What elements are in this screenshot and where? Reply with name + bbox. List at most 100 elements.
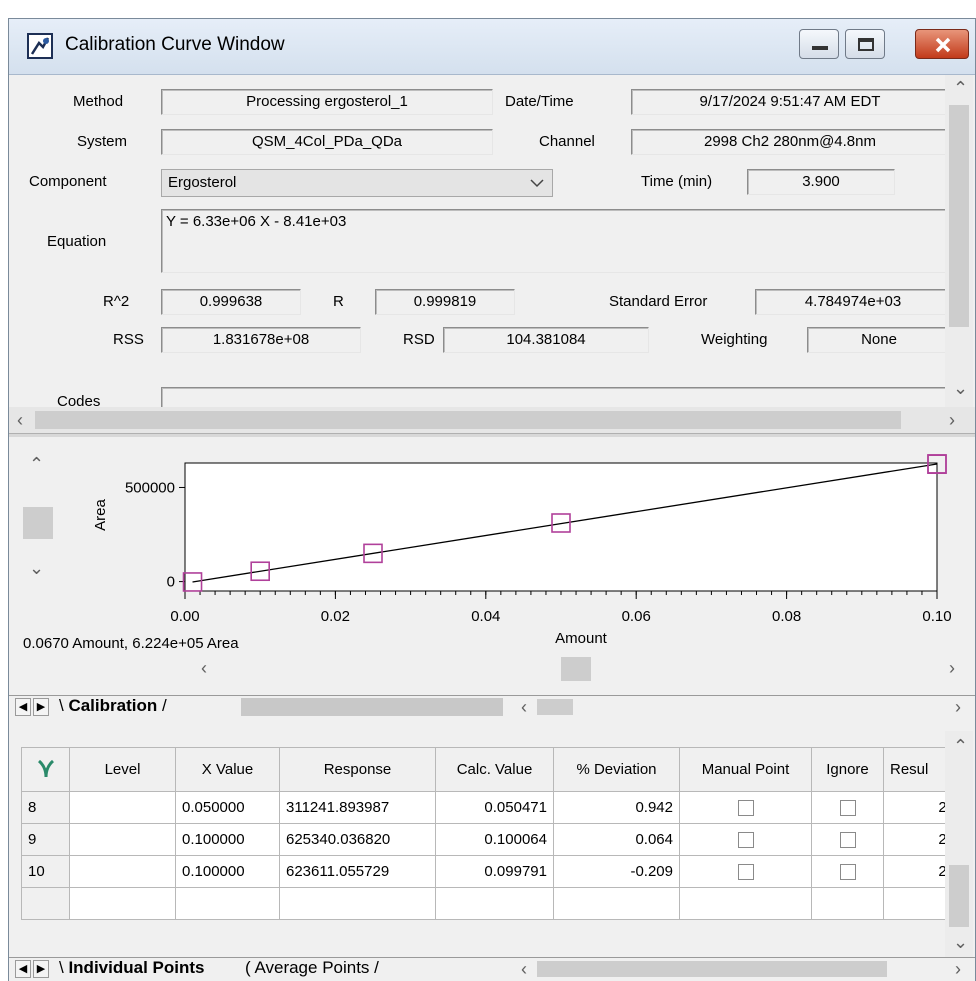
cell-empty[interactable] [553, 887, 680, 920]
bottom-tab-scroll-right-icon[interactable]: › [955, 959, 961, 979]
bottom-tab-prev-button[interactable]: ◀ [15, 960, 31, 978]
chart-scroll-right-icon[interactable]: › [949, 658, 955, 678]
chart-scroll-up-icon[interactable]: ⌃ [29, 454, 45, 474]
scroll-down-icon[interactable]: ⌄ [953, 378, 969, 398]
tab-calibration[interactable]: \ Calibration / [59, 696, 167, 715]
col-manual-point[interactable]: Manual Point [679, 747, 812, 792]
y-tick-label: 0 [167, 574, 175, 591]
data-point [182, 572, 203, 592]
ignore-checkbox[interactable] [839, 800, 856, 817]
close-button[interactable] [915, 29, 969, 59]
minimize-button[interactable] [799, 29, 839, 59]
cell-empty[interactable] [679, 887, 812, 920]
rss-field[interactable]: 1.831678e+08 [161, 327, 361, 353]
cell-level[interactable] [69, 823, 176, 856]
chart-scroll-down-icon[interactable]: ⌄ [29, 558, 45, 578]
cell-calc-value[interactable]: 0.099791 [435, 855, 554, 888]
cell-x-value[interactable]: 0.100000 [175, 823, 280, 856]
cell-empty[interactable] [279, 887, 436, 920]
method-field[interactable]: Processing ergosterol_1 [161, 89, 493, 115]
codes-field[interactable] [161, 387, 945, 407]
chart-vscroll-thumb[interactable] [23, 507, 53, 539]
tab-next-button[interactable]: ▶ [33, 698, 49, 716]
table-scroll-down-icon[interactable]: ⌄ [953, 932, 969, 952]
table-row[interactable]: 10 0.100000 623611.055729 0.099791 -0.20… [21, 855, 962, 888]
row-id[interactable]: 9 [21, 823, 70, 856]
equation-field[interactable]: Y = 6.33e+06 X - 8.41e+03 [161, 209, 945, 273]
cell-deviation[interactable]: 0.064 [553, 823, 680, 856]
tab-prev-button[interactable]: ◀ [15, 698, 31, 716]
cell-empty[interactable] [811, 887, 884, 920]
cell-calc-value[interactable]: 0.050471 [435, 791, 554, 824]
form-scroll-thumb[interactable] [949, 105, 969, 327]
tab-scroll-right-icon[interactable]: › [955, 697, 961, 717]
title-bar[interactable]: Calibration Curve Window [9, 19, 975, 75]
ignore-checkbox[interactable] [839, 832, 856, 849]
col-calc-value[interactable]: Calc. Value [435, 747, 554, 792]
manual-point-checkbox[interactable] [737, 800, 754, 817]
calibration-chart[interactable]: 0.00 0.02 0.04 0.06 0.08 0.10 0 500000 Amount Are… [9, 439, 975, 669]
bottom-tab-scroll-left-icon[interactable]: ‹ [521, 959, 527, 979]
cell-response[interactable]: 625340.036820 [279, 823, 436, 856]
form-vertical-scrollbar[interactable]: ⌃ ⌄ [945, 75, 973, 407]
scroll-up-icon[interactable]: ⌃ [953, 78, 969, 98]
cell-response[interactable]: 311241.893987 [279, 791, 436, 824]
cell-empty[interactable] [69, 887, 176, 920]
cell-deviation[interactable]: 0.942 [553, 791, 680, 824]
manual-point-checkbox[interactable] [737, 832, 754, 849]
chart-hscroll-thumb[interactable] [561, 657, 591, 681]
cell-empty[interactable] [435, 887, 554, 920]
tab-average-points[interactable]: ( Average Points / [245, 958, 379, 977]
maximize-button[interactable] [845, 29, 885, 59]
manual-point-checkbox[interactable] [737, 864, 754, 881]
cell-deviation[interactable]: -0.209 [553, 855, 680, 888]
cell-response[interactable]: 623611.055729 [279, 855, 436, 888]
channel-field[interactable]: 2998 Ch2 280nm@4.8nm [631, 129, 945, 155]
cell-empty[interactable] [175, 887, 280, 920]
time-field[interactable]: 3.900 [747, 169, 895, 195]
cell-calc-value[interactable]: 0.100064 [435, 823, 554, 856]
select-all-corner[interactable] [21, 747, 70, 792]
col-response[interactable]: Response [279, 747, 436, 792]
tab-bar-thumb[interactable] [537, 699, 573, 715]
bottom-tab-next-button[interactable]: ▶ [33, 960, 49, 978]
table-row[interactable]: 8 0.050000 311241.893987 0.050471 0.942 … [21, 791, 962, 824]
col-x-value[interactable]: X Value [175, 747, 280, 792]
table-vertical-scrollbar[interactable]: ⌃ ⌄ [945, 731, 973, 959]
r2-field[interactable]: 0.999638 [161, 289, 301, 315]
bottom-tab-bar-thumb[interactable] [537, 961, 887, 977]
tab-bar-scroll-track[interactable] [241, 698, 503, 716]
col-level[interactable]: Level [69, 747, 176, 792]
cell-level[interactable] [69, 855, 176, 888]
scroll-right-icon[interactable]: › [949, 410, 955, 430]
table-scroll-thumb[interactable] [949, 865, 969, 927]
cell-level[interactable] [69, 791, 176, 824]
row-id[interactable]: 8 [21, 791, 70, 824]
weighting-field[interactable]: None [807, 327, 945, 353]
system-field[interactable]: QSM_4Col_PDa_QDa [161, 129, 493, 155]
form-hscroll-thumb[interactable] [35, 411, 901, 429]
cell-x-value[interactable]: 0.100000 [175, 855, 280, 888]
row-id-empty[interactable] [21, 887, 70, 920]
form-horizontal-scrollbar[interactable]: ‹ › [9, 407, 975, 433]
row-id[interactable]: 10 [21, 855, 70, 888]
r-field[interactable]: 0.999819 [375, 289, 515, 315]
datetime-field[interactable]: 9/17/2024 9:51:47 AM EDT [631, 89, 945, 115]
component-dropdown[interactable]: Ergosterol [161, 169, 553, 197]
standard-error-field[interactable]: 4.784974e+03 [755, 289, 945, 315]
col-deviation[interactable]: % Deviation [553, 747, 680, 792]
tab-scroll-left-icon[interactable]: ‹ [521, 697, 527, 717]
scroll-left-icon[interactable]: ‹ [17, 410, 23, 430]
table-row-empty[interactable] [21, 887, 962, 920]
cell-x-value[interactable]: 0.050000 [175, 791, 280, 824]
splitter-top[interactable] [9, 433, 975, 437]
chart-panel: ⌃ ⌄ 0.00 0.02 0.04 0.06 0.08 0.10 0 500000 Amoun… [9, 439, 975, 707]
chart-scroll-left-icon[interactable]: ‹ [201, 658, 207, 678]
tab-individual-points[interactable]: \ Individual Points [59, 958, 205, 977]
rsd-field[interactable]: 104.381084 [443, 327, 649, 353]
table-scroll-up-icon[interactable]: ⌃ [953, 736, 969, 756]
table-row[interactable]: 9 0.100000 625340.036820 0.100064 0.064 … [21, 823, 962, 856]
col-ignore[interactable]: Ignore [811, 747, 884, 792]
calibration-curve-window: Calibration Curve Window Method Processi… [8, 18, 976, 981]
ignore-checkbox[interactable] [839, 864, 856, 881]
